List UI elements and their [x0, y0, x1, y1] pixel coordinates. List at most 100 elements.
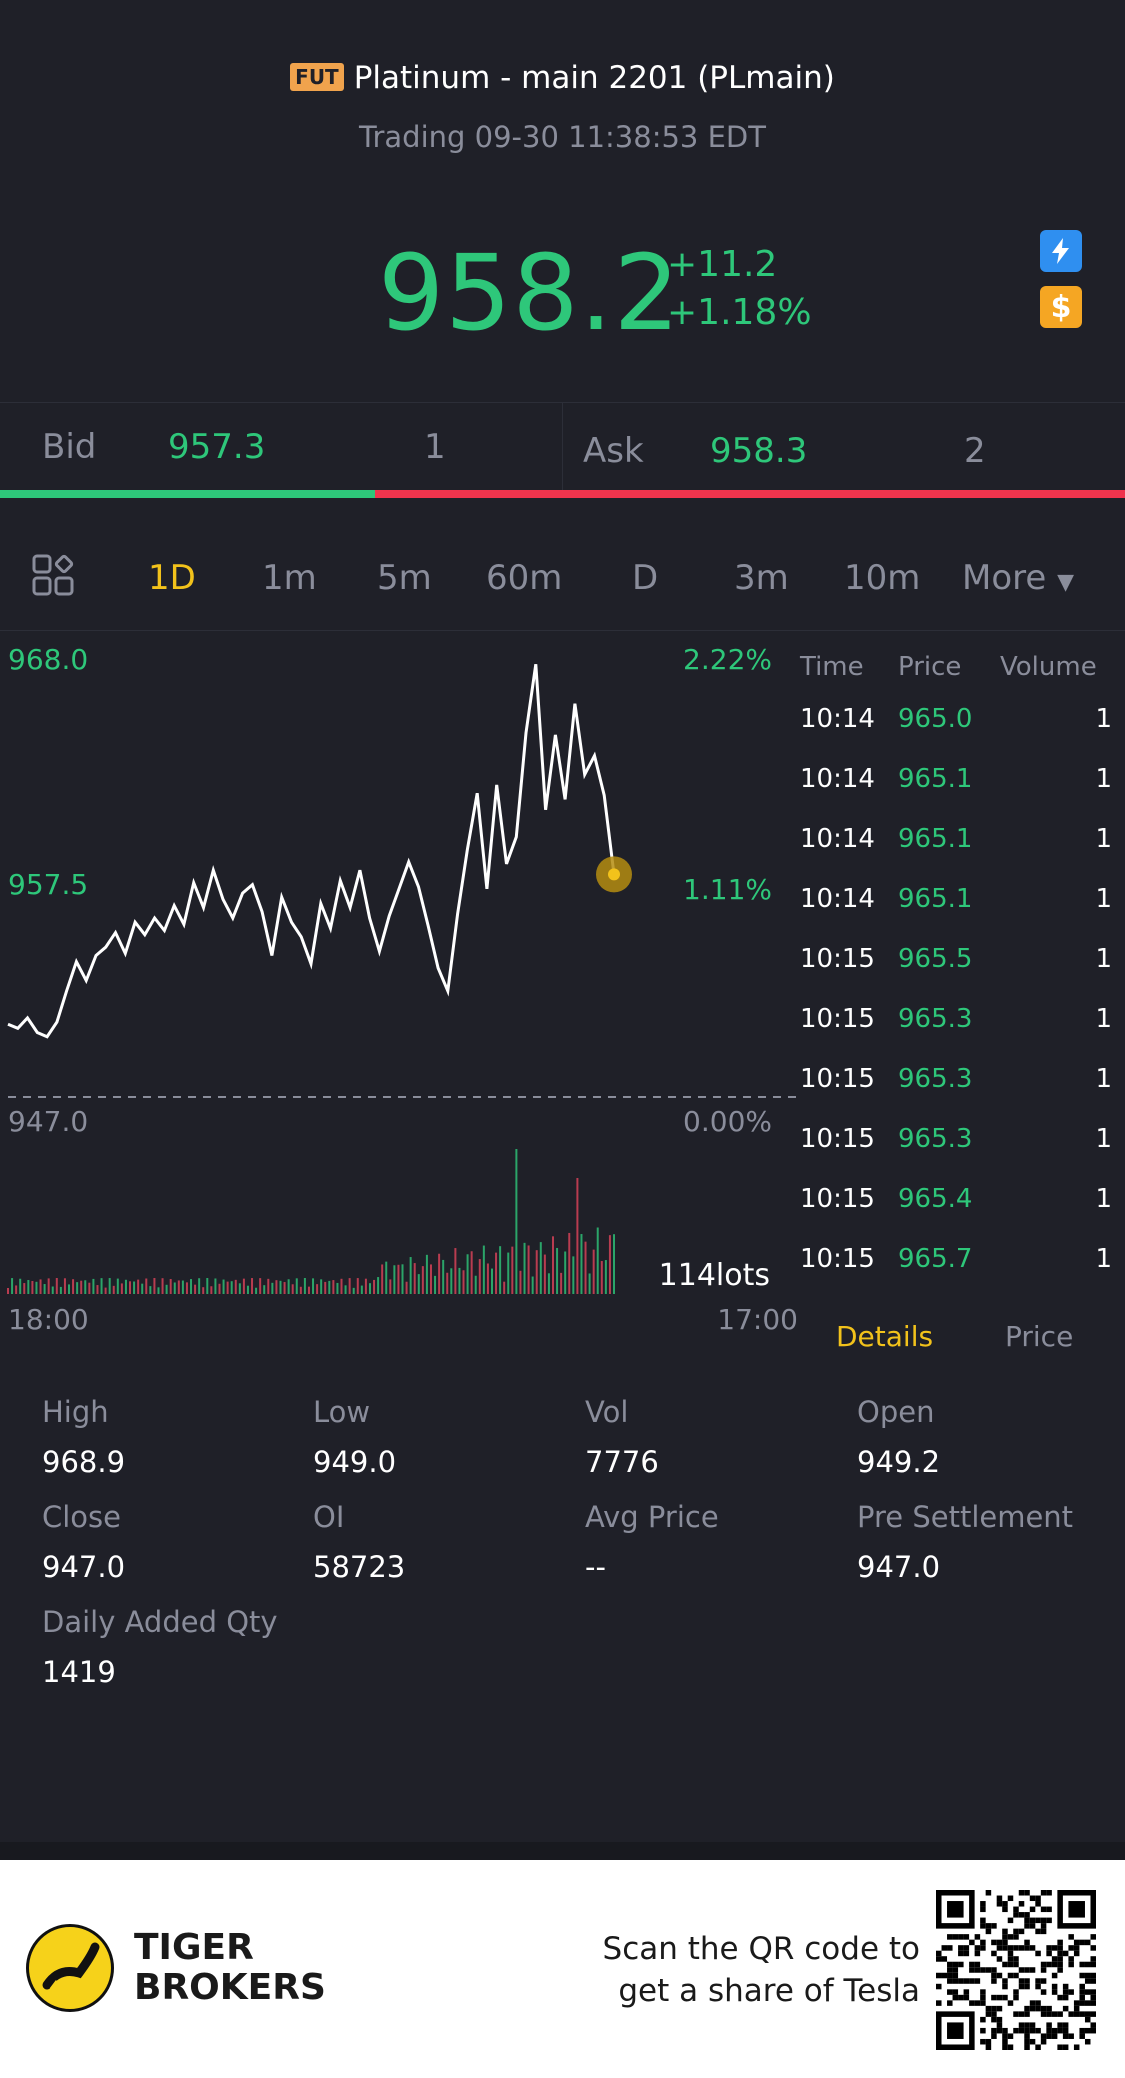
lightning-icon[interactable]: [1040, 230, 1082, 272]
trade-volume: 1: [1095, 1244, 1112, 1274]
bid-price: 957.3: [168, 427, 266, 467]
trade-price: 965.7: [898, 1244, 973, 1274]
instrument-name: Platinum - main 2201 (PLmain): [353, 60, 835, 96]
stat-high-value: 968.9: [42, 1445, 126, 1479]
stat-low-label: Low: [313, 1395, 371, 1429]
bid-ask-panel: Bid 957.3 1 Ask 958.3 2: [0, 402, 1125, 495]
trade-volume: 1: [1095, 884, 1112, 914]
tab-more[interactable]: More ▼: [962, 558, 1074, 598]
trade-volume: 1: [1095, 944, 1112, 974]
trade-price: 965.3: [898, 1064, 973, 1094]
pct-label-low: 0.00%: [683, 1105, 772, 1138]
tab-details[interactable]: Details: [836, 1320, 934, 1353]
tab-60m[interactable]: 60m: [486, 558, 563, 598]
pct-label-high: 2.22%: [683, 643, 772, 676]
period-tabs: 1D 1m 5m 60m D 3m 10m More ▼: [0, 530, 1125, 631]
x-label-end: 17:00: [717, 1303, 798, 1334]
tab-daily[interactable]: D: [632, 558, 659, 598]
y-label-low: 947.0: [8, 1105, 88, 1138]
header-time: Time: [800, 652, 864, 682]
bid-quantity: 1: [424, 427, 446, 467]
scan-line-1: Scan the QR code to: [602, 1931, 920, 1967]
grid-icon[interactable]: [32, 554, 76, 607]
more-label: More: [962, 558, 1047, 598]
tab-10m[interactable]: 10m: [844, 558, 921, 598]
trade-volume: 1: [1095, 704, 1112, 734]
ask-price: 958.3: [710, 431, 808, 471]
tab-1m[interactable]: 1m: [262, 558, 317, 598]
stat-open-label: Open: [857, 1395, 935, 1429]
brand-line-1: TIGER: [134, 1927, 254, 1968]
trade-time: 10:15: [800, 1064, 875, 1094]
instrument-title: FUT Platinum - main 2201 (PLmain): [0, 60, 1125, 96]
bid-label: Bid: [42, 427, 97, 467]
tab-5m[interactable]: 5m: [377, 558, 432, 598]
trade-time: 10:15: [800, 1244, 875, 1274]
current-price-dot: [608, 868, 620, 881]
futures-badge: FUT: [290, 62, 344, 91]
tiger-logo: [26, 1924, 114, 2012]
trade-time: 10:14: [800, 884, 875, 914]
trade-volume: 1: [1095, 1124, 1112, 1154]
trade-volume: 1: [1095, 1004, 1112, 1034]
stat-oi-value: 58723: [313, 1550, 406, 1584]
x-label-start: 18:00: [8, 1303, 89, 1334]
trade-price: 965.3: [898, 1124, 973, 1154]
stat-avg-label: Avg Price: [585, 1500, 719, 1534]
price-line: [7, 663, 616, 1039]
stat-vol-label: Vol: [585, 1395, 629, 1429]
ask-quantity: 2: [964, 431, 986, 471]
dollar-icon[interactable]: $: [1040, 286, 1082, 328]
tab-price[interactable]: Price: [1005, 1320, 1074, 1353]
trade-time: 10:14: [800, 824, 875, 854]
qr-code-image: [936, 1890, 1096, 2050]
intraday-chart[interactable]: 968.0 957.5 947.0 2.22% 1.11% 0.00% 114l…: [0, 634, 800, 1334]
trade-price: 965.1: [898, 764, 973, 794]
stat-oi-label: OI: [313, 1500, 345, 1534]
ask-label: Ask: [583, 431, 644, 471]
ask-volume-bar: [374, 490, 1125, 498]
trade-volume: 1: [1095, 1064, 1112, 1094]
trade-time: 10:15: [800, 944, 875, 974]
trade-price: 965.0: [898, 704, 973, 734]
stat-vol-value: 7776: [585, 1445, 659, 1479]
trade-time: 10:14: [800, 704, 875, 734]
stat-daily-label: Daily Added Qty: [42, 1605, 278, 1639]
scan-message: Scan the QR code to get a share of Tesla: [560, 1928, 920, 2012]
trade-price: 965.4: [898, 1184, 973, 1214]
stat-high-label: High: [42, 1395, 109, 1429]
price-change-percent: +1.18%: [667, 292, 812, 333]
stat-avg-value: --: [585, 1550, 606, 1584]
trade-volume: 1: [1095, 824, 1112, 854]
trade-time: 10:15: [800, 1184, 875, 1214]
trade-volume: 1: [1095, 1184, 1112, 1214]
trading-status: Trading 09-30 11:38:53 EDT: [359, 120, 766, 154]
last-price: 958.2: [378, 232, 681, 354]
trade-price: 965.1: [898, 884, 973, 914]
trade-volume: 1: [1095, 764, 1112, 794]
trade-price: 965.1: [898, 824, 973, 854]
trade-time: 10:15: [800, 1004, 875, 1034]
trade-price: 965.5: [898, 944, 973, 974]
stat-close-label: Close: [42, 1500, 121, 1534]
bid-ask-divider: [562, 402, 563, 492]
tab-1d[interactable]: 1D: [148, 558, 196, 598]
tab-3m[interactable]: 3m: [734, 558, 789, 598]
bid-volume-bar: [0, 490, 375, 498]
volume-bars: [7, 1149, 615, 1294]
y-label-mid: 957.5: [8, 868, 88, 901]
y-label-high: 968.0: [8, 643, 88, 676]
trade-time: 10:15: [800, 1124, 875, 1154]
stat-low-value: 949.0: [313, 1445, 397, 1479]
volume-label: 114lots: [659, 1258, 770, 1293]
brand-line-2: BROKERS: [134, 1967, 326, 2008]
price-change: +11.2: [667, 244, 778, 285]
header-volume: Volume: [1000, 652, 1097, 682]
stat-open-value: 949.2: [857, 1445, 941, 1479]
brand-name: TIGER BROKERS: [134, 1928, 326, 2008]
stat-pre-label: Pre Settlement: [857, 1500, 1074, 1534]
chevron-down-icon: ▼: [1057, 570, 1075, 595]
pct-label-mid: 1.11%: [683, 873, 772, 906]
stat-close-value: 947.0: [42, 1550, 126, 1584]
stat-daily-value: 1419: [42, 1655, 116, 1689]
